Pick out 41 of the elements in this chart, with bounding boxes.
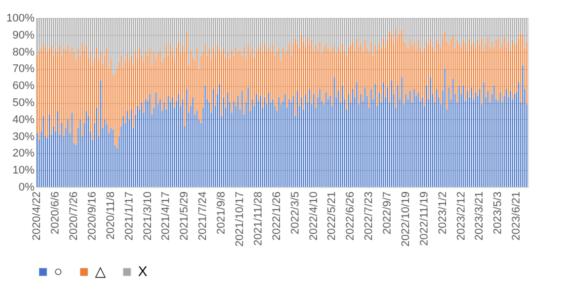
- x-tick-label: 2020/11/8: [104, 192, 117, 240]
- y-tick-label: 100%: [6, 12, 35, 24]
- x-tick-label: 2022/6/26: [344, 192, 357, 240]
- x-tick-label: 2022/3/5: [289, 192, 302, 234]
- x-tick-label: 2021/3/10: [142, 192, 154, 240]
- legend-label: ○: [54, 263, 62, 279]
- y-tick-label: 80%: [12, 46, 35, 58]
- x-tick-label: 2021/10/17: [234, 192, 246, 247]
- x-tick-label: 2022/11/19: [418, 192, 430, 246]
- legend-label: △: [95, 263, 106, 279]
- y-tick-label: 90%: [12, 29, 35, 42]
- x-tick-label: 2020/9/16: [86, 192, 98, 240]
- y-tick-label: 40%: [12, 114, 35, 126]
- x-tick-label: 2021/9/8: [216, 192, 228, 234]
- x-tick-label: 2023/1/2: [436, 192, 449, 234]
- y-tick-label: 50%: [12, 97, 35, 109]
- x-tick-label: 2023/2/12: [455, 192, 468, 240]
- x-tick-label: 2021/5/29: [178, 192, 191, 240]
- y-tick-label: 30%: [12, 130, 35, 143]
- x-tick-label: 2021/11/28: [252, 192, 264, 246]
- x-tick-label: 2021/7/24: [197, 192, 210, 240]
- x-tick-label: 2022/10/19: [400, 192, 412, 247]
- y-tick-label: 0%: [18, 182, 35, 194]
- x-tick-label: 2022/1/26: [270, 192, 283, 240]
- x-tick-label: 2020/7/26: [68, 192, 80, 240]
- x-tick-label: 2023/3/21: [474, 192, 486, 240]
- x-tick-label: 2022/7/23: [363, 192, 376, 240]
- x-tick-label: 2023/5/3: [492, 192, 504, 234]
- x-tick-label: 2020/6/6: [50, 192, 62, 234]
- y-tick-label: 10%: [12, 164, 35, 177]
- x-tick-label: 2021/4/17: [160, 192, 172, 240]
- y-tick-label: 70%: [12, 63, 35, 76]
- x-tick-label: 2020/4/22: [31, 192, 44, 240]
- x-tick-label: 2022/5/21: [326, 192, 338, 240]
- x-tick-label: 2021/1/17: [123, 192, 136, 240]
- legend-label: X: [138, 263, 148, 279]
- y-tick-label: 60%: [12, 80, 35, 92]
- x-tick-label: 2022/9/7: [382, 192, 394, 234]
- x-tick-label: 2023/6/21: [510, 192, 523, 240]
- x-tick-label: 2022/4/10: [308, 192, 320, 240]
- y-tick-label: 20%: [12, 148, 35, 160]
